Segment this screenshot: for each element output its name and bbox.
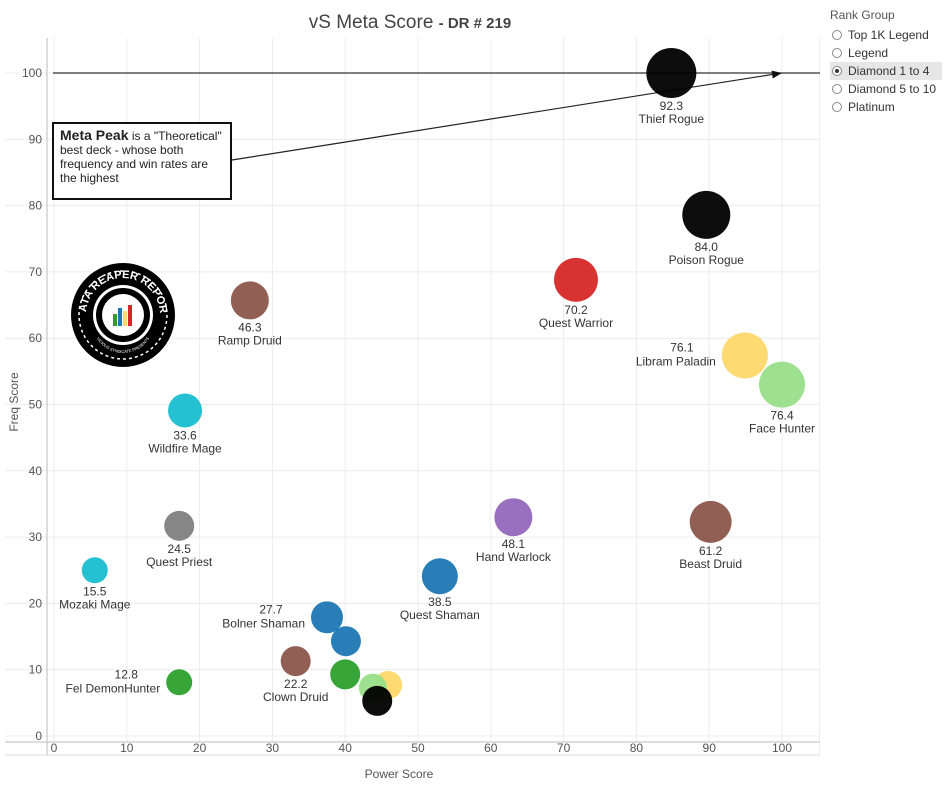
annotation-text: is a "Theoretical" best deck - whose bot… xyxy=(60,129,222,185)
rank-group-legend: Rank Group Top 1K Legend Legend Diamond 1 … xyxy=(830,8,942,116)
point-name-label: Quest Priest xyxy=(146,555,213,569)
point-score-label: 15.5 xyxy=(83,584,107,598)
data-point-face-hunter[interactable] xyxy=(759,361,805,408)
point-name-label: Clown Druid xyxy=(263,690,328,704)
point-score-label: 84.0 xyxy=(695,240,719,254)
legend-option-label: Diamond 5 to 10 xyxy=(848,82,937,96)
y-tick-label: 40 xyxy=(29,464,43,478)
data-point-unlabeled-16[interactable] xyxy=(330,659,361,690)
data-point-libram-paladin[interactable] xyxy=(721,332,768,379)
data-point-ramp-druid[interactable] xyxy=(230,281,269,320)
point-name-label: Quest Shaman xyxy=(400,608,480,622)
legend-option-diamond-1-to-4[interactable]: Diamond 1 to 4 xyxy=(830,62,942,80)
chart-title: vS Meta Score - DR # 219 xyxy=(0,12,820,34)
point-score-label: 46.3 xyxy=(238,320,262,334)
legend-option-platinum[interactable]: Platinum xyxy=(830,98,942,116)
x-tick-label: 70 xyxy=(557,741,571,755)
point-name-label: Libram Paladin xyxy=(636,354,716,368)
legend-option-label: Platinum xyxy=(848,100,895,114)
point-name-label: Wildfire Mage xyxy=(148,441,222,455)
legend-option-label: Top 1K Legend xyxy=(848,28,929,42)
legend-option-legend[interactable]: Legend xyxy=(830,44,942,62)
y-tick-label: 80 xyxy=(29,199,43,213)
y-tick-label: 30 xyxy=(29,530,43,544)
point-name-label: Beast Druid xyxy=(679,557,742,571)
meta-peak-annotation: Meta Peak is a "Theoretical" best deck -… xyxy=(52,122,232,200)
legend-option-diamond-5-to-10[interactable]: Diamond 5 to 10 xyxy=(830,80,942,98)
chart-title-main: vS Meta Score xyxy=(308,12,434,33)
legend-title: Rank Group xyxy=(830,8,895,22)
point-score-label: 38.5 xyxy=(428,595,452,609)
x-tick-label: 30 xyxy=(266,741,280,755)
point-name-label: Face Hunter xyxy=(749,422,815,436)
y-tick-label: 50 xyxy=(29,398,43,412)
point-name-label: Quest Warrior xyxy=(539,316,613,330)
legend-option-label: Legend xyxy=(848,46,889,60)
point-score-label: 61.2 xyxy=(699,544,723,558)
radio-icon xyxy=(832,66,842,76)
legend-option-top-1k-legend[interactable]: Top 1K Legend xyxy=(830,26,942,44)
data-point-poison-rogue[interactable] xyxy=(682,190,731,239)
point-name-label: Ramp Druid xyxy=(218,333,282,347)
data-point-thief-rogue[interactable] xyxy=(646,48,697,98)
y-tick-label: 70 xyxy=(29,265,43,279)
radio-icon xyxy=(832,30,842,40)
x-tick-label: 40 xyxy=(339,741,353,755)
annotation-bold: Meta Peak xyxy=(60,127,129,143)
data-point-hand-warlock[interactable] xyxy=(494,498,533,537)
data-point-clown-druid[interactable] xyxy=(280,646,311,677)
y-tick-label: 0 xyxy=(35,729,42,743)
data-point-unlabeled-13[interactable] xyxy=(330,626,361,657)
point-score-label: 12.8 xyxy=(115,667,139,681)
data-point-quest-warrior[interactable] xyxy=(553,257,598,302)
scatter-plot: 0 10 20 30 40 50 60 70 80 90 100 0 10 20 30 40 50 60 70 80 9… xyxy=(5,38,820,781)
y-tick-label: 10 xyxy=(29,663,43,677)
meta-peak-arrowhead-icon xyxy=(771,70,782,79)
x-tick-label: 60 xyxy=(484,741,498,755)
point-name-label: Poison Rogue xyxy=(669,253,745,267)
y-tick-label: 60 xyxy=(29,331,43,345)
point-score-label: 22.2 xyxy=(284,677,308,691)
data-reaper-logo: DATA REAPER REPORT VICIOUS SYNDICATE PRE… xyxy=(70,262,175,367)
point-name-label: Thief Rogue xyxy=(639,112,705,126)
point-score-label: 76.1 xyxy=(670,340,694,354)
x-tick-label: 100 xyxy=(772,741,792,755)
y-axis-title: Freq Score xyxy=(7,372,21,432)
point-score-label: 92.3 xyxy=(660,99,684,113)
point-score-label: 24.5 xyxy=(168,542,192,556)
x-tick-label: 10 xyxy=(120,741,134,755)
x-axis-title: Power Score xyxy=(365,767,434,781)
x-tick-label: 90 xyxy=(703,741,717,755)
point-name-label: Bolner Shaman xyxy=(222,616,305,630)
data-point-quest-shaman[interactable] xyxy=(421,558,458,595)
x-tick-label: 20 xyxy=(193,741,207,755)
point-name-label: Hand Warlock xyxy=(476,550,552,564)
point-score-label: 33.6 xyxy=(173,428,197,442)
radio-icon xyxy=(832,84,842,94)
data-point-beast-druid[interactable] xyxy=(689,500,732,543)
point-score-label: 48.1 xyxy=(502,537,526,551)
legend-option-label: Diamond 1 to 4 xyxy=(848,64,930,78)
x-tick-label: 0 xyxy=(51,741,58,755)
x-tick-label: 80 xyxy=(630,741,644,755)
radio-icon xyxy=(832,102,842,112)
y-tick-label: 100 xyxy=(22,66,42,80)
point-name-label: Mozaki Mage xyxy=(59,597,131,611)
y-tick-label: 90 xyxy=(29,132,43,146)
point-score-label: 70.2 xyxy=(564,303,588,317)
data-point-mozaki-mage[interactable] xyxy=(81,557,108,584)
data-point-quest-priest[interactable] xyxy=(164,510,195,541)
radio-icon xyxy=(832,48,842,58)
data-point-wildfire-mage[interactable] xyxy=(168,393,203,428)
x-tick-label: 50 xyxy=(411,741,425,755)
data-point-fel-demonhunter[interactable] xyxy=(166,669,193,696)
point-score-label: 76.4 xyxy=(770,409,794,423)
y-tick-label: 20 xyxy=(29,596,43,610)
data-point-unlabeled-19[interactable] xyxy=(362,685,393,716)
point-score-label: 27.7 xyxy=(259,602,283,616)
data-point-bolner-shaman[interactable] xyxy=(311,601,343,634)
chart-title-sub: - DR # 219 xyxy=(438,15,512,32)
point-name-label: Fel DemonHunter xyxy=(65,681,160,695)
